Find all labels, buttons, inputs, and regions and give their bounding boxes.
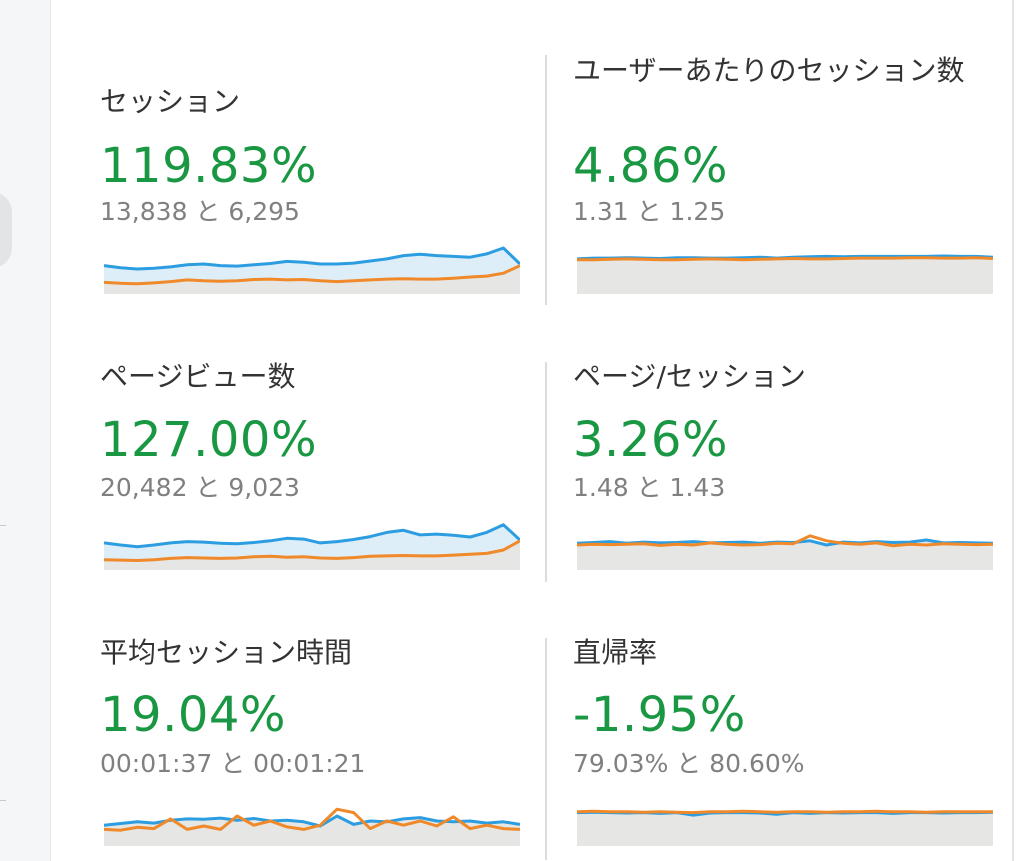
sparkline-area xyxy=(577,812,993,846)
metric-title: セッション xyxy=(100,85,241,118)
metric-card-pages-per-session[interactable]: ページ/セッション 3.26% 1.48 と 1.43 xyxy=(545,362,993,582)
metric-comparison: 1.31 と 1.25 xyxy=(573,197,726,226)
metric-card-sessions-per-user[interactable]: ユーザーあたりのセッション数 4.86% 1.31 と 1.25 xyxy=(545,55,993,305)
sparkline xyxy=(104,807,520,846)
sparkline-area xyxy=(577,540,993,570)
sparkline-current-series xyxy=(104,246,520,271)
metric-change-percent: 119.83% xyxy=(100,138,318,194)
metric-card-sessions[interactable]: セッション 119.83% 13,838 と 6,295 xyxy=(100,55,530,305)
metric-title: 平均セッション時間 xyxy=(100,636,353,669)
sparkline-previous-series xyxy=(577,256,993,262)
metric-title: ページビュー数 xyxy=(100,360,296,393)
metric-comparison: 20,482 と 9,023 xyxy=(100,473,300,502)
metric-title: ユーザーあたりのセッション数 xyxy=(573,54,965,87)
sparkline xyxy=(577,254,993,294)
sparkline-baseline-area xyxy=(104,265,520,294)
sparkline-previous-series xyxy=(104,264,520,286)
sparkline xyxy=(577,809,993,846)
sparkline-current-series xyxy=(104,523,520,549)
sidebar-divider xyxy=(0,800,6,801)
sparkline-area xyxy=(577,256,993,294)
sparkline-previous-series xyxy=(577,534,993,548)
sidebar-divider xyxy=(0,525,6,526)
sparkline-baseline-area xyxy=(104,540,520,570)
metric-change-percent: 4.86% xyxy=(573,138,728,194)
metric-comparison: 1.48 と 1.43 xyxy=(573,473,726,502)
metric-change-percent: 3.26% xyxy=(573,412,728,468)
sparkline-previous-series xyxy=(104,539,520,562)
sparkline-previous-series xyxy=(577,809,993,815)
sparkline xyxy=(104,246,520,294)
sidebar-collapse-handle[interactable] xyxy=(0,192,12,268)
metric-comparison: 79.03% と 80.60% xyxy=(573,749,805,778)
metric-title: 直帰率 xyxy=(573,636,658,669)
metric-change-percent: -1.95% xyxy=(573,687,746,743)
metric-card-avg-session-duration[interactable]: 平均セッション時間 19.04% 00:01:37 と 00:01:21 xyxy=(100,638,530,860)
sparkline xyxy=(577,534,993,570)
metric-change-percent: 127.00% xyxy=(100,412,318,468)
sparkline xyxy=(104,523,520,570)
metric-change-percent: 19.04% xyxy=(100,687,287,743)
scrollbar-track[interactable] xyxy=(1012,0,1014,861)
metric-card-pageviews[interactable]: ページビュー数 127.00% 20,482 と 9,023 xyxy=(100,362,530,582)
sparkline-previous-series xyxy=(104,807,520,832)
metric-card-bounce-rate[interactable]: 直帰率 -1.95% 79.03% と 80.60% xyxy=(545,638,993,860)
metric-title: ページ/セッション xyxy=(573,360,806,393)
metric-comparison: 13,838 と 6,295 xyxy=(100,197,300,226)
metric-comparison: 00:01:37 と 00:01:21 xyxy=(100,749,366,778)
left-sidebar xyxy=(0,0,51,861)
